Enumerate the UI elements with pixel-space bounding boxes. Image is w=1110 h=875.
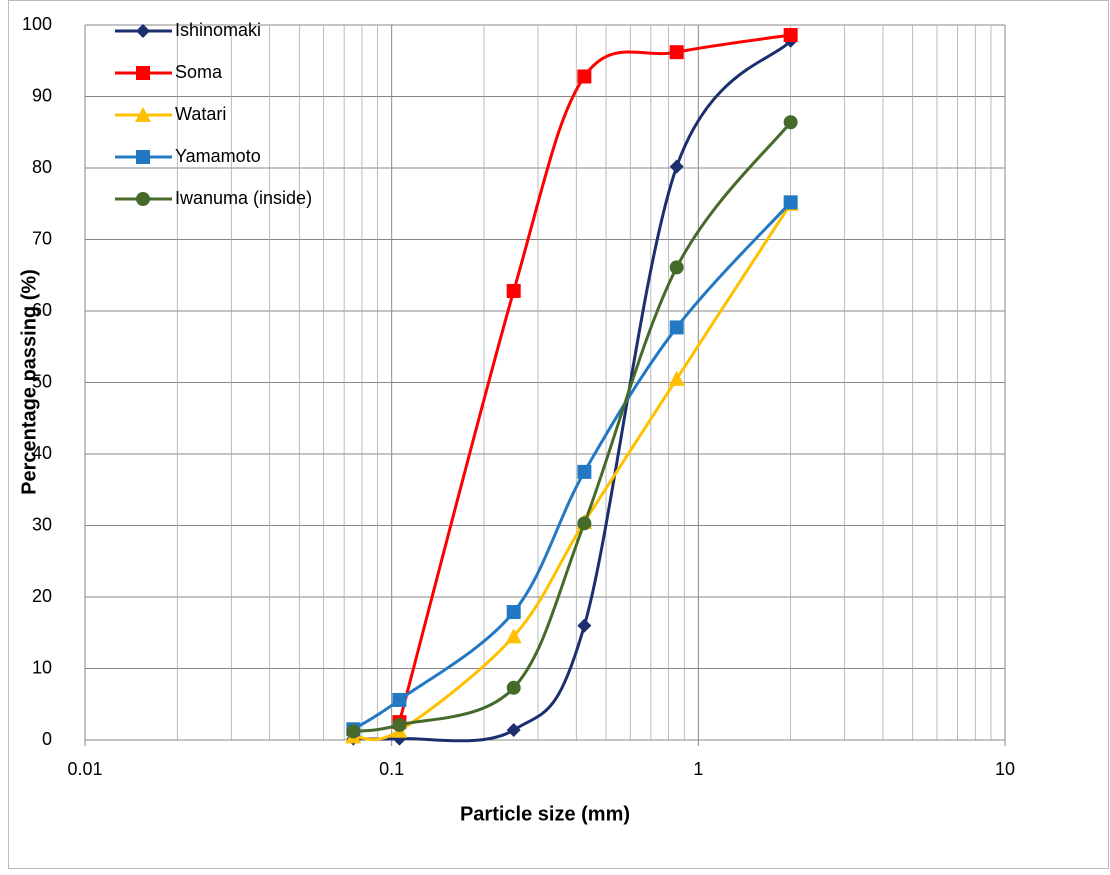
y-tick-label: 100 — [22, 14, 52, 34]
legend-item: Ishinomaki — [115, 20, 261, 40]
y-tick-label: 30 — [32, 514, 52, 534]
legend-label: Watari — [175, 104, 226, 124]
y-axis-title: Percentage passing (%) — [18, 269, 40, 495]
series — [346, 115, 798, 739]
x-tick-label: 1 — [693, 759, 703, 779]
y-tick-label: 20 — [32, 586, 52, 606]
marker — [135, 107, 151, 122]
marker — [505, 628, 522, 644]
y-tick-label: 10 — [32, 657, 52, 677]
marker — [136, 24, 150, 38]
legend-item: Watari — [115, 104, 226, 124]
y-tick-label: 60 — [32, 300, 52, 320]
plot — [345, 28, 799, 746]
series — [392, 28, 798, 730]
marker — [783, 195, 798, 210]
y-tick-label: 70 — [32, 228, 52, 248]
marker — [392, 717, 407, 732]
grid — [84, 24, 1006, 746]
marker — [506, 283, 521, 298]
marker — [346, 724, 361, 739]
marker — [577, 464, 592, 479]
marker — [506, 722, 521, 737]
chart-frame — [8, 0, 1109, 869]
marker — [669, 45, 684, 60]
marker — [577, 618, 592, 633]
marker — [669, 260, 684, 275]
marker — [506, 680, 521, 695]
legend-item: Yamamoto — [115, 146, 261, 166]
legend-label: Yamamoto — [175, 146, 261, 166]
y-tick-label: 40 — [32, 443, 52, 463]
marker — [669, 159, 684, 174]
marker — [669, 320, 684, 335]
marker — [783, 28, 798, 43]
marker — [136, 66, 150, 80]
series-line — [353, 121, 792, 733]
legend-label: Soma — [175, 62, 223, 82]
y-tick-label: 50 — [32, 371, 52, 391]
y-tick-label: 80 — [32, 157, 52, 177]
x-tick-label: 0.01 — [67, 759, 102, 779]
marker — [668, 370, 685, 386]
marker — [136, 192, 150, 206]
legend-label: Ishinomaki — [175, 20, 261, 40]
x-tick-label: 0.1 — [379, 759, 404, 779]
legend-label: Iwanuma (inside) — [175, 188, 312, 208]
y-tick-label: 0 — [42, 729, 52, 749]
marker — [136, 150, 150, 164]
x-tick-label: 10 — [995, 759, 1015, 779]
marker — [392, 692, 407, 707]
marker — [577, 69, 592, 84]
legend-item: Soma — [115, 62, 223, 82]
y-tick-label: 90 — [32, 85, 52, 105]
marker — [783, 115, 798, 130]
marker — [577, 516, 592, 531]
marker — [506, 605, 521, 620]
legend-item: Iwanuma (inside) — [115, 188, 312, 208]
x-axis-title: Particle size (mm) — [460, 803, 630, 825]
